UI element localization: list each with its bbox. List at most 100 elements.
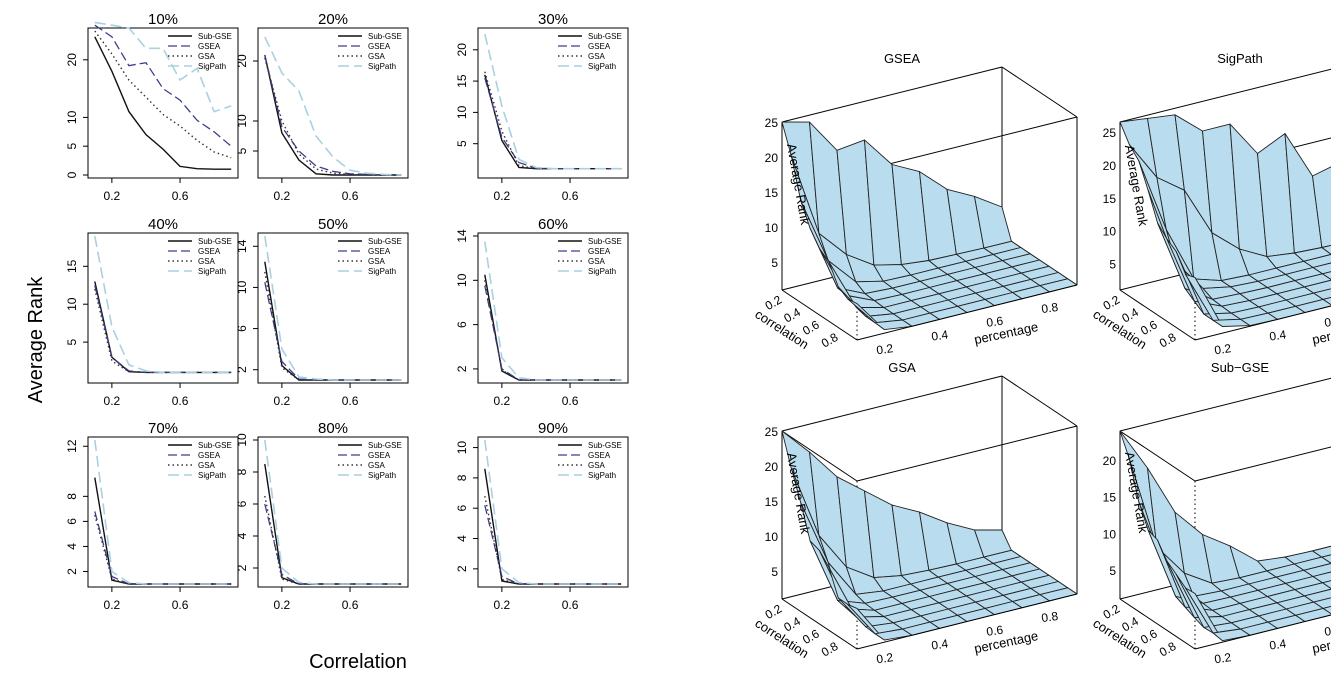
y-tick-label: 10: [455, 441, 469, 455]
surface-facet: [1321, 554, 1331, 564]
legend-label-gsea: GSEA: [588, 42, 611, 51]
percentage-tick-label: 0.2: [1214, 341, 1233, 357]
box-edge: [1119, 430, 1196, 482]
plot-frame: [477, 232, 629, 384]
figure-x-label: Correlation: [309, 651, 407, 673]
z-tick-label: 5: [1109, 258, 1116, 272]
z-tick-label: 20: [1103, 159, 1117, 173]
series-line-sub-gse: [94, 281, 232, 374]
box-edge: [1119, 289, 1196, 341]
series-line-gsa: [94, 30, 232, 159]
z-tick-label: 20: [1103, 454, 1117, 468]
series-line-sub-gse: [484, 74, 622, 170]
x-tick-label: 0.6: [562, 189, 579, 203]
surface-facet: [1303, 279, 1331, 294]
box-edge: [1001, 375, 1078, 427]
panel-title: 50%: [318, 216, 348, 233]
x-tick-label: 0.2: [274, 598, 291, 612]
y-tick-label: 6: [235, 500, 249, 507]
panel-title: GSA: [888, 360, 916, 375]
z-tick-label: 15: [765, 495, 779, 509]
legend-label-sigpath: SigPath: [198, 267, 226, 276]
series-line-sigpath: [264, 235, 402, 381]
y-tick-label: 10: [65, 110, 79, 124]
box-edge: [781, 598, 858, 650]
y-tick-label: 6: [455, 505, 469, 512]
percentage-axis-line: [856, 284, 1078, 341]
y-tick-label: 10: [455, 105, 469, 119]
legend-label-sigpath: SigPath: [198, 471, 226, 480]
plot-frame: [477, 27, 629, 179]
series-line-sub-gse: [484, 274, 622, 381]
legend-label-sigpath: SigPath: [368, 62, 396, 71]
line-panels: 10%0.2 0.6051020Sub-GSEGSEAGSASigPath20%0…: [65, 11, 629, 612]
box-edge: [856, 425, 1078, 482]
panel-title: SigPath: [1217, 51, 1263, 66]
y-tick-label: 6: [65, 518, 79, 525]
percentage-axis-label: percentage: [973, 628, 1040, 656]
percentage-tick-label: 0.6: [1324, 314, 1331, 330]
box-edge: [781, 66, 1003, 123]
x-tick-label: 0.6: [562, 598, 579, 612]
z-tick-label: 5: [771, 565, 778, 579]
legend-label-sub-gse: Sub-GSE: [588, 32, 622, 41]
plot-frame: [87, 436, 239, 588]
series-line-gsa: [264, 57, 402, 176]
surface-facet: [1294, 582, 1331, 597]
y-tick-label: 5: [65, 338, 79, 345]
surface-facet: [1303, 254, 1331, 268]
legend-label-gsea: GSEA: [368, 247, 391, 256]
x-tick-label: 0.2: [494, 189, 511, 203]
z-tick-label: 10: [1103, 527, 1117, 541]
legend-label-sub-gse: Sub-GSE: [368, 32, 402, 41]
legend-label-gsea: GSEA: [198, 451, 221, 460]
legend-label-gsea: GSEA: [198, 247, 221, 256]
panel-title: 80%: [318, 420, 348, 437]
surface-facet: [1322, 271, 1331, 280]
y-tick-label: 5: [455, 140, 469, 147]
series-line-gsa: [484, 280, 622, 381]
y-tick-label: 10: [235, 280, 249, 294]
plot-frame: [87, 27, 239, 179]
surface-panel-gsa: GSA0.20.40.60.8percentage0.20.40.60.8cor…: [752, 360, 1078, 666]
x-tick-label: 0.6: [562, 394, 579, 408]
legend-label-sub-gse: Sub-GSE: [368, 441, 402, 450]
percentage-axis-label: percentage: [973, 319, 1040, 347]
surface-facet: [1293, 556, 1331, 571]
y-tick-label: 20: [235, 54, 249, 68]
plot-frame: [257, 436, 409, 588]
series-line-sigpath: [264, 439, 402, 585]
x-tick-label: 0.2: [104, 394, 121, 408]
series-line-sub-gse: [264, 463, 402, 585]
box-edge: [1194, 446, 1331, 482]
z-tick-label: 10: [765, 530, 779, 544]
series-line-sigpath: [484, 33, 622, 170]
legend-label-sigpath: SigPath: [368, 267, 396, 276]
x-tick-label: 0.6: [172, 394, 189, 408]
plot-frame: [257, 27, 409, 179]
y-tick-label: 10: [235, 433, 249, 447]
legend-label-sub-gse: Sub-GSE: [588, 237, 622, 246]
correlation-tick-label: 0.8: [819, 639, 841, 660]
y-tick-label: 0: [65, 171, 79, 178]
percentage-tick-label: 0.8: [1041, 609, 1060, 625]
panel-title: 60%: [538, 216, 568, 233]
legend-label-gsea: GSEA: [198, 42, 221, 51]
series-line-gsea: [264, 54, 402, 176]
series-line-sigpath: [484, 439, 622, 585]
legend-label-gsea: GSEA: [588, 451, 611, 460]
y-tick-label: 2: [455, 565, 469, 572]
series-line-sub-gse: [94, 477, 232, 585]
legend-label-gsea: GSEA: [368, 451, 391, 460]
legend-label-sigpath: SigPath: [588, 62, 616, 71]
legend-label-sub-gse: Sub-GSE: [588, 441, 622, 450]
y-tick-label: 5: [235, 147, 249, 154]
surface-facet: [1322, 296, 1331, 306]
